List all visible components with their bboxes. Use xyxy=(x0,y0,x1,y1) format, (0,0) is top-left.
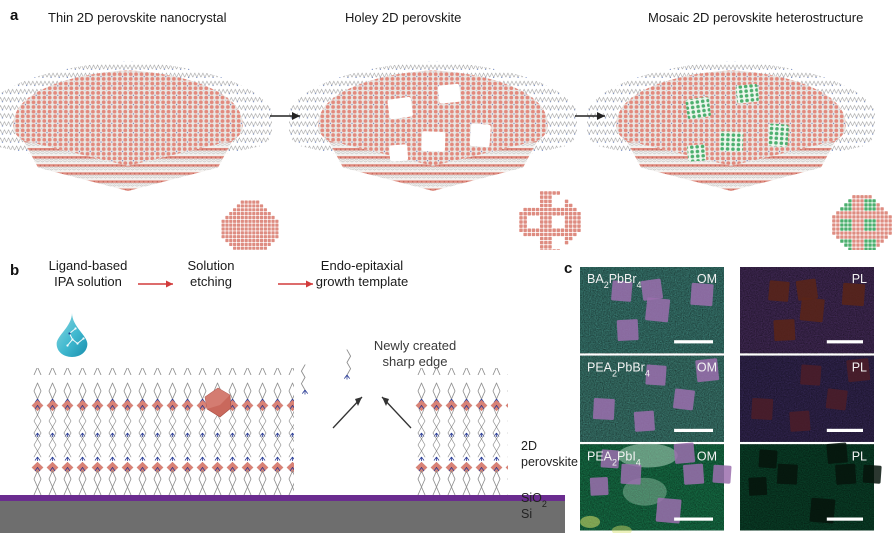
svg-text:PL: PL xyxy=(852,449,867,463)
svg-text:PL: PL xyxy=(852,272,867,286)
svg-text:OM: OM xyxy=(697,361,717,375)
svg-text:PL: PL xyxy=(852,361,867,375)
svg-text:OM: OM xyxy=(697,449,717,463)
svg-text:OM: OM xyxy=(697,272,717,286)
